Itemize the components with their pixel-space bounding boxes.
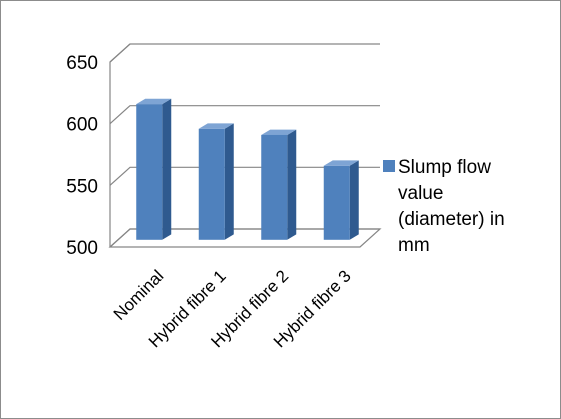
bar-front	[323, 165, 350, 240]
bar-top	[323, 160, 359, 166]
y-tick-label: 600	[66, 115, 98, 136]
bar-front	[261, 134, 288, 240]
legend-label-line: mm	[398, 235, 430, 256]
bar	[198, 123, 234, 240]
chart-gridlines	[109, 43, 380, 248]
bar-top	[198, 123, 234, 129]
y-gridline	[109, 43, 380, 63]
x-category-label: Nominal	[110, 266, 168, 324]
y-gridline	[109, 166, 380, 186]
legend-label-line: value	[398, 183, 443, 204]
bar	[323, 160, 359, 240]
legend-label-line: Slump flow	[398, 157, 491, 178]
legend-label: Slump flow value (diameter) in mm	[398, 157, 505, 256]
chart-bars	[136, 98, 359, 240]
bar-side	[349, 160, 359, 240]
bar-side	[287, 129, 297, 240]
chart-side-wall	[109, 43, 131, 247]
y-gridline	[109, 228, 380, 248]
bar-front	[136, 104, 163, 240]
bar-top	[136, 98, 172, 105]
bar-side	[162, 98, 172, 240]
legend-swatch	[383, 160, 395, 172]
bar-front	[198, 128, 225, 240]
bar-top	[261, 129, 297, 135]
bar	[261, 129, 297, 240]
bar-side	[224, 123, 234, 240]
y-tick-label: 650	[66, 53, 98, 74]
legend-label-line: (diameter) in	[398, 209, 505, 230]
chart-legend: Slump flow value (diameter) in mm	[383, 157, 505, 256]
y-tick-label: 500	[66, 238, 98, 259]
y-tick-label: 550	[66, 176, 98, 197]
y-axis-tick-labels: 500 550 600 650	[66, 53, 98, 259]
y-gridline	[109, 105, 380, 125]
bar	[136, 98, 172, 240]
